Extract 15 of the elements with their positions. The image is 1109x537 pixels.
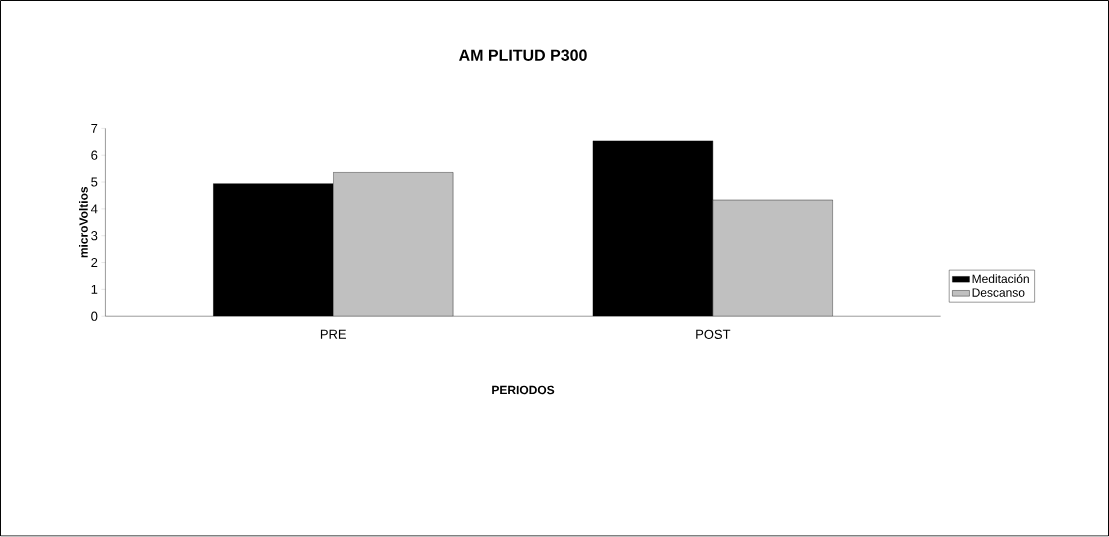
y-tick-label: 6 bbox=[91, 150, 98, 161]
y-tick-label: 7 bbox=[91, 124, 98, 134]
y-tick-label: 2 bbox=[91, 258, 98, 268]
x-tick-label: POST bbox=[696, 329, 731, 340]
y-tick-label: 4 bbox=[90, 204, 98, 214]
y-tick-label: 3 bbox=[91, 231, 98, 241]
y-tick-label: 0 bbox=[91, 311, 98, 322]
y-tick-label: 5 bbox=[91, 177, 98, 187]
y-axis-title: microVoltios bbox=[79, 187, 88, 258]
x-tick-label: PRE bbox=[320, 329, 346, 339]
y-tick-label: 1 bbox=[91, 285, 98, 295]
chart-title: AM PLITUD P300 bbox=[459, 49, 587, 62]
legend-label: Meditación bbox=[972, 274, 1029, 284]
x-axis-title: PERIODOS bbox=[492, 386, 555, 395]
legend-label: Descanso bbox=[972, 288, 1025, 298]
